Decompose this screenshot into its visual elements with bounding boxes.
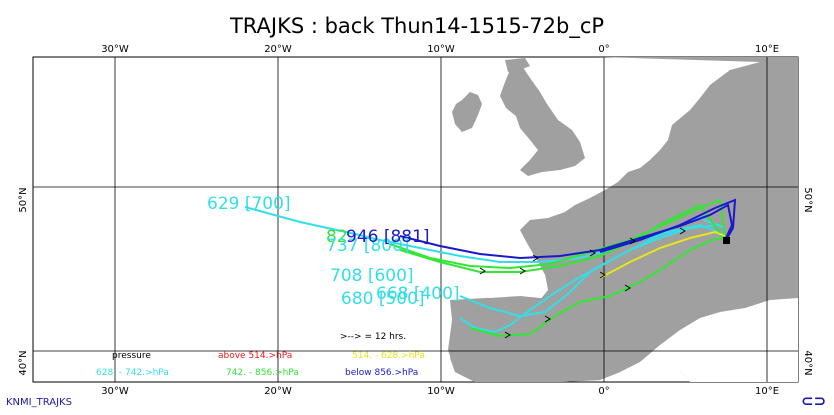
trajectory-cyan-2 bbox=[459, 224, 721, 334]
trajectory-green-3 bbox=[469, 237, 726, 338]
trajectory-label-2: 82 bbox=[326, 227, 348, 247]
lon-top-label: 20°W bbox=[264, 44, 292, 55]
time-markers bbox=[479, 227, 686, 339]
map-title: TRAJKS : back Thun14-1515-72b_cP bbox=[229, 14, 605, 38]
land-masses bbox=[448, 57, 798, 382]
trajectory-yellow bbox=[599, 230, 726, 279]
lon-top-label: 30°W bbox=[101, 44, 129, 55]
trajectory-cyan-1 bbox=[244, 206, 726, 263]
lon-top-label: 10°W bbox=[427, 44, 455, 55]
lon-top-label: 10°E bbox=[755, 44, 779, 55]
trajectory-label-5: 708 [600] bbox=[330, 266, 414, 286]
scotland-land bbox=[505, 58, 530, 72]
knmi-logo-icon: ⊂⊃ bbox=[801, 392, 827, 410]
great-britain-land bbox=[500, 66, 585, 176]
lat-left-label: 40°N bbox=[18, 350, 29, 375]
ireland-land bbox=[452, 92, 482, 132]
trajectories bbox=[244, 198, 737, 339]
axis-labels: 30°W 20°W 10°W 0° 10°E 30°W 20°W 10°W 0°… bbox=[18, 44, 813, 397]
legend-pressure: pressure bbox=[112, 351, 151, 361]
iberia-land bbox=[448, 290, 660, 382]
lon-bottom-label: 10°E bbox=[755, 386, 779, 397]
legend-interval: >--> = 12 hrs. bbox=[340, 332, 406, 342]
trajectory-green-2 bbox=[399, 203, 726, 273]
trajectory-blue-1 bbox=[399, 203, 734, 260]
lon-bottom-label: 10°W bbox=[427, 386, 455, 397]
destination-marker bbox=[723, 237, 730, 244]
footer-label: KNMI_TRAJKS bbox=[6, 397, 72, 408]
trajectory-label-4: 946 [881] bbox=[346, 227, 430, 247]
lat-right-label: 40°N bbox=[802, 350, 813, 375]
lat-left-label: 50°N bbox=[18, 187, 29, 212]
legend-below: below 856.>hPa bbox=[345, 368, 418, 378]
legend: >--> = 12 hrs. pressure above 514.>hPa 5… bbox=[96, 332, 425, 378]
legend-range-3: 742. - 856.>hPa bbox=[226, 368, 299, 378]
trajectory-label-6: 668 [400] bbox=[376, 284, 460, 304]
trajectory-label-group: 629 [700] 82 737 [800] 946 [881] 708 [60… bbox=[207, 194, 460, 309]
legend-above: above 514.>hPa bbox=[218, 351, 292, 361]
trajectory-label-1: 629 [700] bbox=[207, 194, 291, 214]
lon-bottom-label: 20°W bbox=[264, 386, 292, 397]
trajectory-label-7: 680 [500] bbox=[341, 289, 425, 309]
mediterranean-sea bbox=[640, 298, 798, 382]
trajectory-blue-2 bbox=[599, 198, 737, 253]
lon-bottom-label: 30°W bbox=[101, 386, 129, 397]
trajectory-label-3: 737 [800] bbox=[326, 236, 410, 256]
legend-range-1: 514. - 628.>hPa bbox=[352, 351, 425, 361]
graticule bbox=[33, 57, 798, 382]
lat-right-label: 50°N bbox=[802, 187, 813, 212]
lon-bottom-label: 0° bbox=[598, 386, 609, 397]
lon-top-label: 0° bbox=[598, 44, 609, 55]
legend-range-2: 628. - 742.>hPa bbox=[96, 368, 169, 378]
